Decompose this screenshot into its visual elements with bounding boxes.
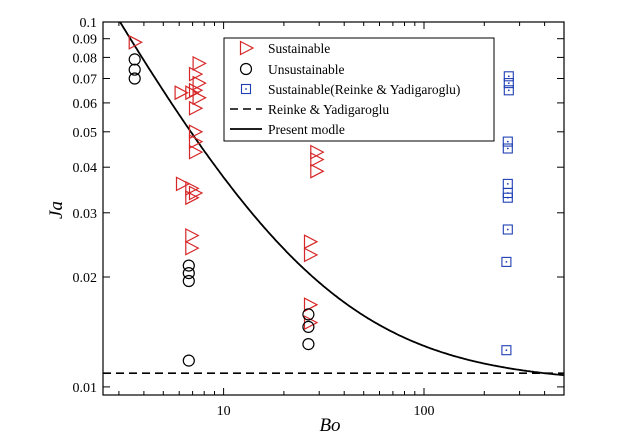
x-axis-title: Bo — [319, 415, 340, 436]
unsustainable-point — [302, 338, 315, 351]
x-tick-label: 10 — [217, 404, 231, 419]
square-marker-outline — [503, 71, 514, 82]
y-tick-label: 0.1 — [80, 16, 98, 31]
y-tick-label: 0.06 — [73, 97, 98, 112]
legend-label-present-model: Present modle — [268, 122, 345, 137]
tick-labels: 0.01 0.02 0.03 0.04 0.05 0.06 0.07 0.08 0.09 0.1 1… — [73, 16, 435, 419]
sustainable-point — [192, 90, 207, 106]
sustainable-point — [188, 134, 204, 150]
y-tick-label: 0.05 — [73, 126, 98, 141]
sustainable-point — [310, 163, 325, 179]
sustainable-point — [185, 228, 200, 243]
legend-circle-icon — [239, 62, 253, 76]
y-tick-label: 0.04 — [73, 161, 98, 176]
reinke-sustainable-point — [502, 192, 513, 203]
y-axis-title: Ja — [46, 201, 67, 219]
unsustainable-point — [182, 274, 195, 288]
plot-area — [102, 21, 565, 396]
axis-ticks — [103, 21, 565, 395]
square-marker-outline — [502, 224, 513, 235]
square-marker-dot — [506, 196, 509, 199]
sustainable-point — [185, 240, 200, 256]
square-marker-dot — [506, 183, 509, 185]
legend: Sustainable Unsustainable Sustainable(Re… — [223, 37, 495, 142]
square-marker-outline — [503, 85, 514, 96]
square-marker-dot — [507, 89, 510, 92]
square-marker-dot — [505, 261, 508, 263]
sustainable-point — [175, 176, 191, 192]
square-marker-outline — [240, 83, 252, 95]
square-marker-dot — [245, 88, 247, 90]
x-tick-label: 100 — [414, 404, 435, 419]
reinke-sustainable-point — [503, 85, 514, 96]
square-marker-outline — [503, 78, 514, 89]
sustainable-point — [185, 180, 200, 196]
square-marker-outline — [502, 136, 513, 147]
unsustainable-point — [182, 354, 195, 367]
square-marker-dot — [506, 140, 509, 143]
sustainable-point — [303, 247, 319, 263]
unsustainable-point — [182, 259, 195, 272]
reinke-sustainable-point — [502, 224, 513, 235]
square-marker-outline — [501, 345, 512, 356]
unsustainable-point — [128, 72, 141, 85]
sustainable-point — [192, 75, 207, 91]
legend-square-icon — [240, 83, 252, 95]
reinke-sustainable-point — [502, 143, 513, 154]
y-tick-label: 0.01 — [73, 381, 98, 396]
y-tick-label: 0.07 — [73, 73, 98, 88]
reinke-sustainable-point — [501, 256, 512, 267]
y-tick-label: 0.03 — [73, 207, 98, 222]
sustainable-point — [192, 55, 207, 71]
y-tick-label: 0.02 — [73, 271, 98, 286]
reinke-sustainable-point — [502, 178, 513, 189]
sustainable-point — [310, 144, 325, 160]
unsustainable-point — [302, 308, 315, 321]
sustainable-point — [188, 100, 204, 116]
legend-label-sustainable: Sustainable — [268, 41, 330, 56]
sustainable-point — [188, 82, 204, 98]
square-marker-dot — [507, 75, 510, 78]
sustainable-point — [128, 34, 144, 50]
reinke-sustainable-point — [503, 71, 514, 82]
data-points — [128, 34, 514, 367]
legend-label-reinke-line: Reinke & Yadigaroglu — [268, 102, 389, 117]
square-marker-dot — [507, 82, 510, 84]
reinke-sustainable-point — [501, 345, 512, 356]
sustainable-point — [310, 152, 325, 167]
sustainable-point — [188, 144, 204, 160]
square-marker-dot — [506, 147, 509, 150]
square-marker-dot — [506, 228, 509, 231]
square-marker-outline — [502, 143, 513, 154]
legend-symbols — [230, 40, 262, 130]
sustainable-point — [174, 85, 189, 101]
y-tick-label: 0.08 — [73, 51, 98, 66]
square-marker-outline — [501, 256, 512, 267]
unsustainable-point — [128, 53, 141, 66]
unsustainable-point — [302, 320, 315, 333]
reinke-sustainable-point — [502, 136, 513, 147]
square-marker-outline — [502, 192, 513, 203]
sustainable-point — [188, 185, 204, 201]
plot-frame — [102, 21, 565, 396]
unsustainable-point — [182, 267, 195, 280]
unsustainable-point — [128, 63, 141, 76]
square-marker-dot — [505, 349, 508, 352]
legend-box — [223, 37, 495, 142]
y-tick-label: 0.09 — [73, 33, 98, 48]
legend-label-sustainable-reinke: Sustainable(Reinke & Yadigaroglu) — [268, 82, 460, 97]
sustainable-point — [303, 297, 319, 313]
sustainable-point — [303, 234, 319, 250]
reinke-sustainable-point — [503, 78, 514, 89]
legend-triangle-icon — [239, 40, 255, 56]
sustainable-point — [185, 190, 200, 206]
legend-label-unsustainable: Unsustainable — [268, 62, 345, 77]
sustainable-point — [188, 124, 204, 140]
